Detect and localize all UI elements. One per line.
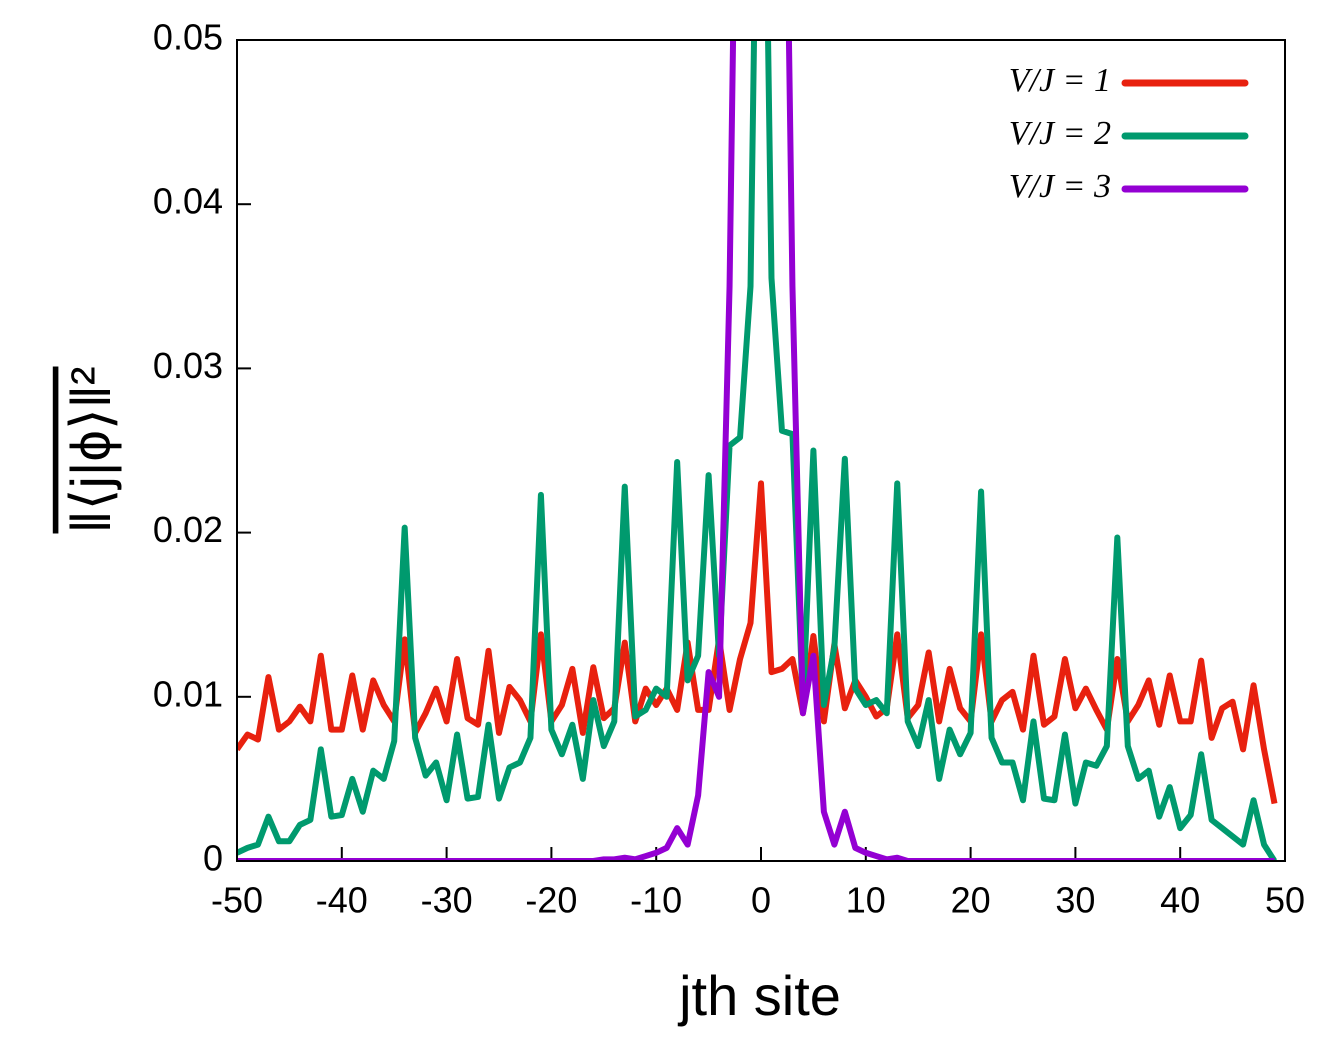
y-tick-label: 0.01 [153, 673, 223, 714]
x-tick-label: 10 [846, 880, 886, 921]
x-tick-label: 50 [1265, 880, 1305, 921]
legend-label: V/J = 2 [1009, 115, 1111, 152]
x-tick-label: 0 [751, 880, 771, 921]
legend-label: V/J = 3 [1009, 168, 1111, 205]
x-tick-label: 20 [951, 880, 991, 921]
x-axis-label: jth site [677, 964, 841, 1027]
x-tick-label: -30 [421, 880, 473, 921]
y-tick-label: 0.02 [153, 509, 223, 550]
x-tick-label: -40 [316, 880, 368, 921]
y-axis-label: ‖⟨j|ϕ⟩‖² [59, 367, 122, 534]
y-tick-label: 0.04 [153, 181, 223, 222]
plot-frame [236, 39, 1286, 862]
y-tick-label: 0.03 [153, 345, 223, 386]
x-tick-label: 40 [1160, 880, 1200, 921]
data-line [237, 40, 1278, 861]
x-tick-label: 30 [1055, 880, 1095, 921]
y-tick-label: 0 [203, 838, 223, 879]
x-tick-label: -50 [211, 880, 263, 921]
x-tick-label: -10 [630, 880, 682, 921]
plot-area [237, 40, 1278, 861]
legend-label: V/J = 1 [1009, 62, 1111, 99]
x-tick-label: -20 [525, 880, 577, 921]
y-tick-label: 0.05 [153, 17, 223, 58]
